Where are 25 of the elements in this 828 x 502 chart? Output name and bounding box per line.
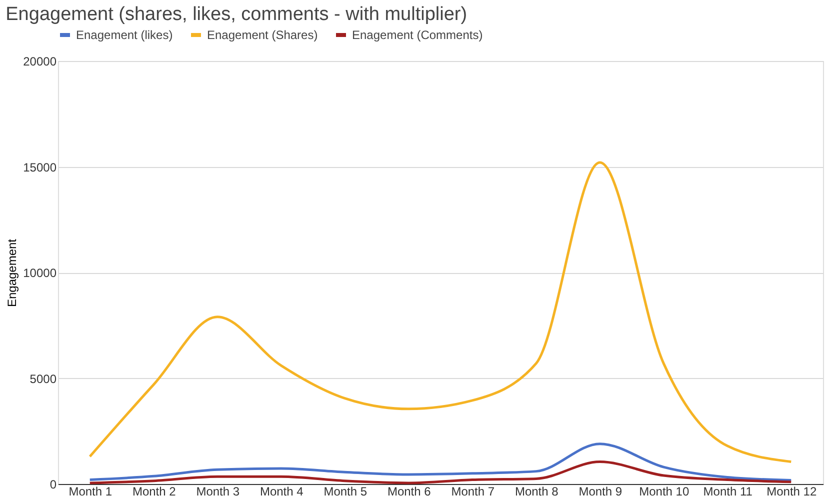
x-tick-label: Month 10: [639, 484, 690, 498]
y-tick-label: 5000: [30, 372, 57, 386]
y-tick-label: 15000: [23, 160, 57, 174]
y-tick-label: 10000: [23, 266, 57, 280]
x-tick-label: Month 1: [68, 484, 112, 498]
y-tick-label: 20000: [23, 54, 57, 68]
x-tick-label: Month 3: [196, 484, 240, 498]
line-series: [88, 460, 792, 484]
y-tick-label: 0: [50, 478, 57, 492]
legend-label: Enagement (Comments): [352, 28, 483, 42]
x-tick-label: Month 7: [451, 484, 495, 498]
x-tick-label: Month 4: [260, 484, 304, 498]
y-axis-title: Engagement: [5, 238, 20, 308]
legend-label: Enagement (likes): [76, 28, 173, 42]
x-tick-label: Month 2: [132, 484, 176, 498]
legend-label: Enagement (Shares): [207, 28, 318, 42]
x-tick-label: Month 8: [514, 484, 559, 498]
x-tick-label: Month 6: [387, 484, 432, 498]
chart-title: Engagement (shares, likes, comments - with multiplier): [6, 4, 468, 25]
line-series: [88, 161, 792, 464]
x-tick-label: Month 12: [766, 484, 817, 498]
x-tick-label: Month 11: [703, 484, 753, 498]
line-series: [88, 442, 792, 482]
x-tick-label: Month 5: [324, 484, 368, 498]
x-tick-label: Month 9: [578, 484, 622, 498]
